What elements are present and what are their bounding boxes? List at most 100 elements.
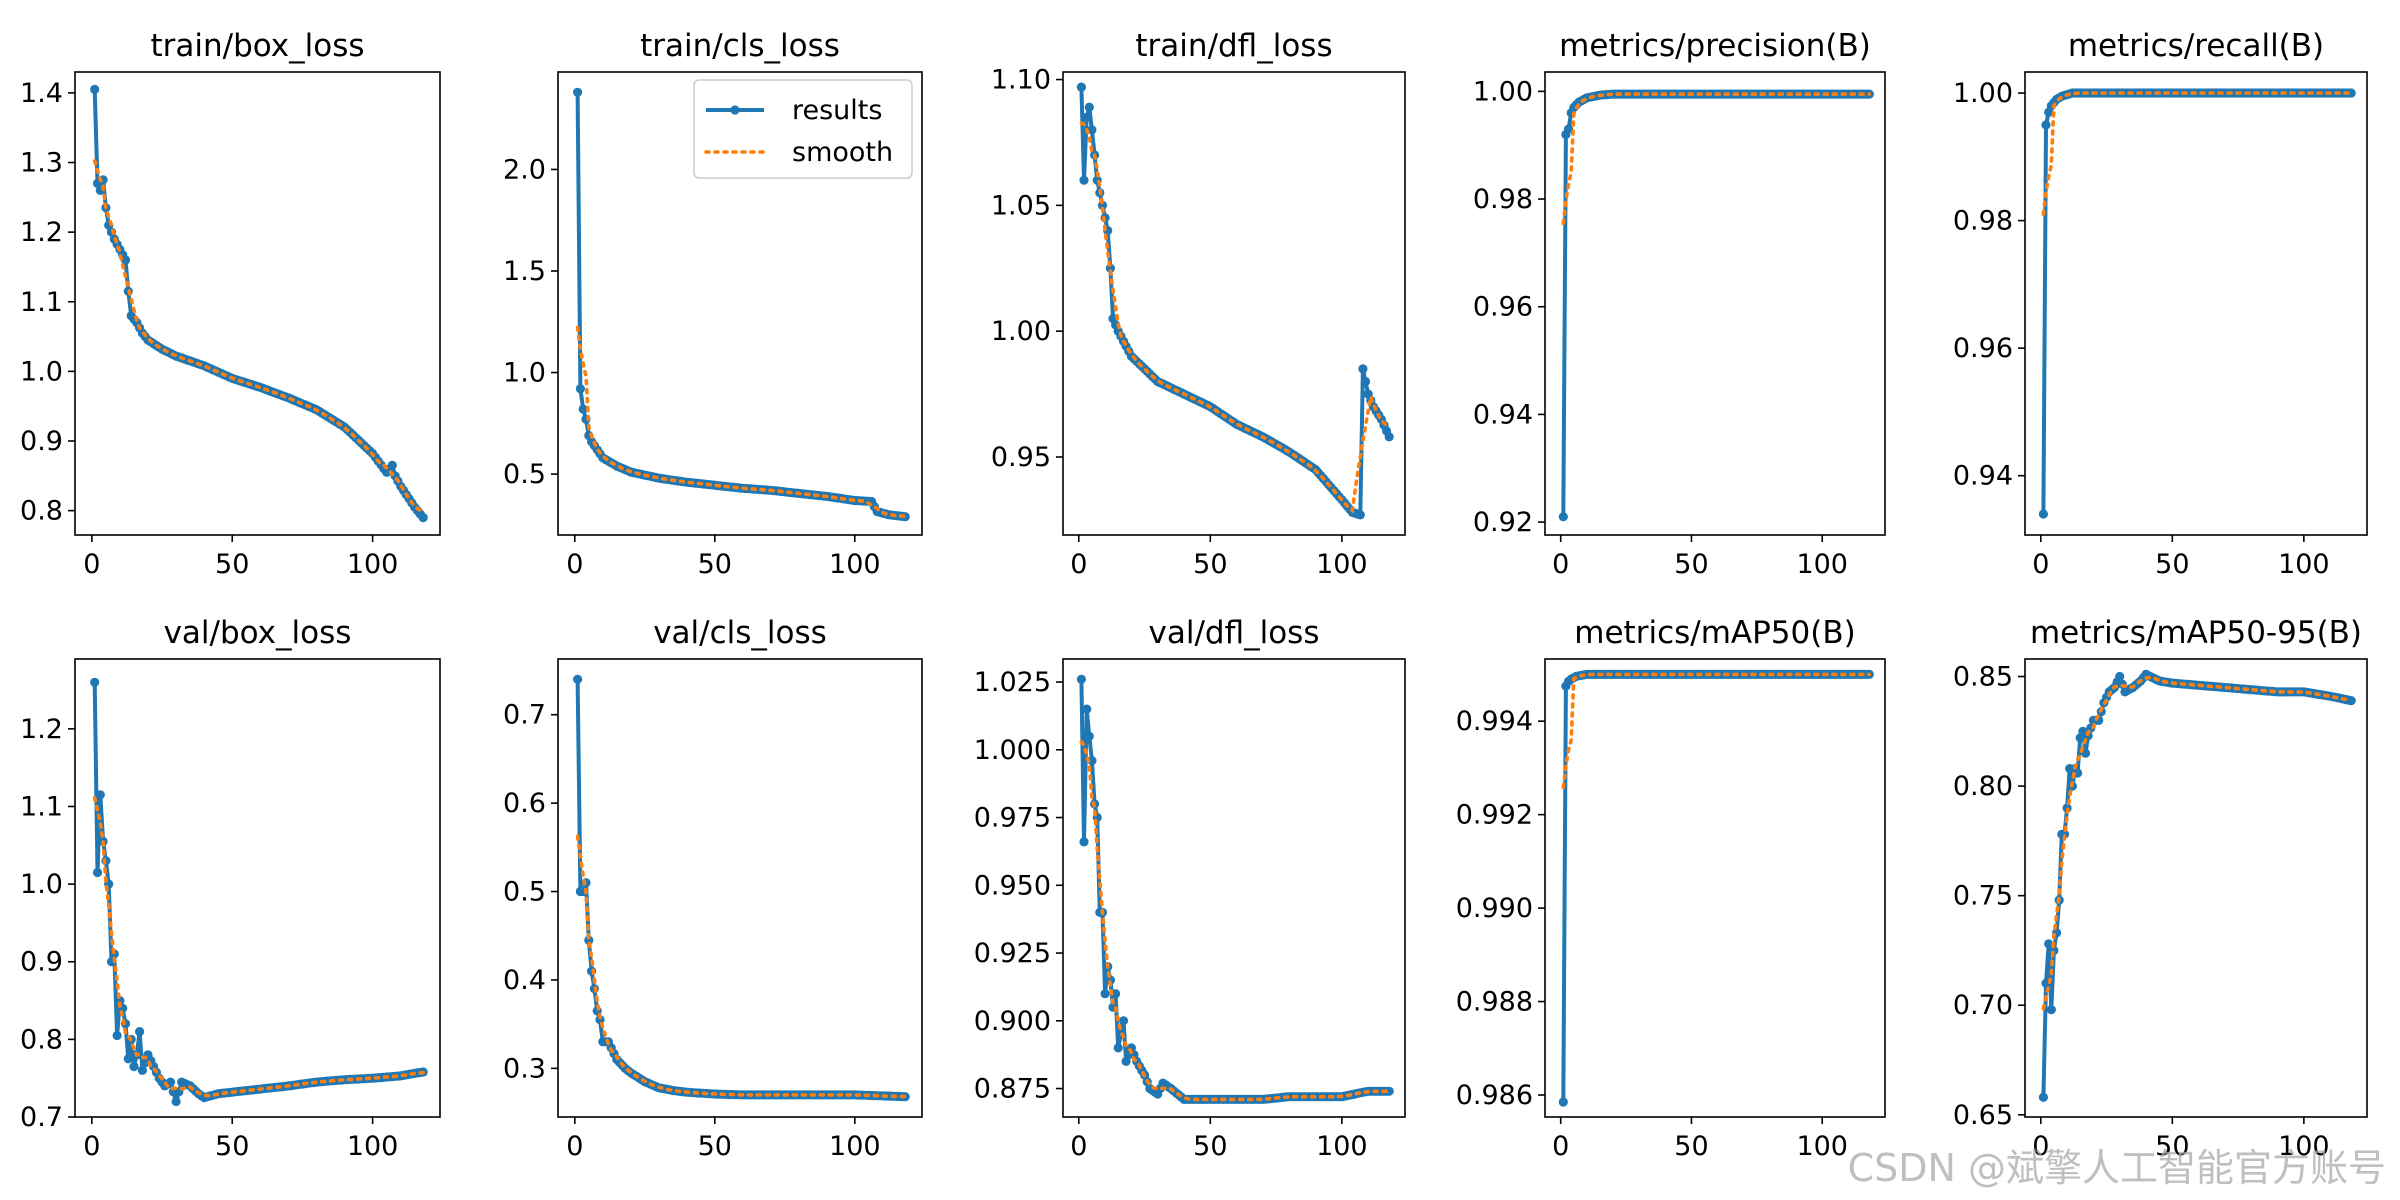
legend-smooth-label: smooth: [792, 137, 893, 168]
y-tick-label: 1.3: [20, 148, 63, 179]
results-point: [90, 84, 100, 94]
results-point: [1558, 512, 1568, 522]
y-tick-label: 0.875: [974, 1074, 1051, 1105]
results-point: [95, 790, 105, 800]
y-tick-label: 0.7: [20, 1102, 63, 1133]
x-tick-label: 100: [1796, 549, 1848, 580]
results-point: [137, 1065, 147, 1075]
y-tick-label: 0.95: [991, 442, 1051, 473]
y-tick-label: 0.98: [1473, 184, 1533, 215]
results-point: [1558, 1097, 1568, 1107]
y-tick-label: 0.7: [503, 700, 546, 731]
series-smooth-line: [92, 159, 425, 515]
y-tick-label: 0.986: [1456, 1080, 1533, 1111]
y-tick-label: 1.000: [974, 735, 1051, 766]
series-results-line: [1079, 679, 1390, 1102]
subplot-title: val/cls_loss: [653, 615, 827, 651]
results-point: [387, 460, 397, 470]
plot-area: [1558, 89, 1874, 522]
results-point: [1079, 837, 1089, 847]
results-point: [578, 404, 588, 414]
y-tick-label: 1.05: [991, 190, 1051, 221]
y-tick-label: 1.0: [503, 358, 546, 389]
x-tick-label: 100: [829, 1131, 881, 1162]
results-point: [123, 1054, 133, 1064]
series-smooth-line: [1079, 121, 1391, 514]
y-tick-label: 1.2: [20, 217, 63, 248]
x-tick-label: 100: [2278, 549, 2330, 580]
results-point: [1082, 704, 1092, 714]
x-tick-label: 50: [215, 1131, 249, 1162]
x-tick-label: 50: [2155, 1131, 2189, 1162]
subplot-title: metrics/mAP50-95(B): [2030, 615, 2362, 651]
y-tick-label: 0.4: [503, 965, 546, 996]
x-tick-label: 100: [1796, 1131, 1848, 1162]
x-tick-label: 0: [83, 549, 100, 580]
subplot-title: val/dfl_loss: [1149, 615, 1320, 651]
y-tick-label: 1.1: [20, 287, 63, 318]
results-point: [1087, 125, 1097, 135]
y-tick-label: 0.994: [1456, 706, 1533, 737]
series-smooth-line: [2041, 675, 2353, 1011]
series-results-line: [92, 682, 424, 1104]
plot-area: [1076, 82, 1394, 520]
y-tick-label: 1.5: [503, 256, 546, 287]
watermark: CSDN @斌擎人工智能官方账号: [1847, 1146, 2386, 1190]
series-results-line: [1561, 672, 1870, 1103]
y-tick-label: 0.992: [1456, 800, 1533, 831]
results-point: [1358, 364, 1368, 374]
results-point: [1087, 756, 1097, 766]
y-tick-label: 0.70: [1953, 990, 2013, 1021]
subplot-val-dfl-loss: val/dfl_loss 0 50 100 0.875 0.900 0.925 0.950 0.…: [974, 615, 1406, 1162]
axes-frame: [1544, 658, 1886, 1118]
results-point: [1079, 175, 1089, 185]
series-results-line: [1079, 87, 1392, 517]
x-tick-label: 0: [83, 1131, 100, 1162]
legend-box: [693, 79, 913, 179]
x-tick-label: 50: [1674, 549, 1708, 580]
axes-frame: [74, 658, 441, 1118]
results-point: [2115, 671, 2125, 682]
subplot-train-box-loss: train/box_loss 0 50 100 0.8 0.9 1.0 1.1 1.2 1.3 1.…: [20, 28, 441, 580]
series-smooth-line: [575, 834, 907, 1099]
results-point: [1384, 432, 1394, 442]
results-point: [1355, 510, 1365, 520]
y-tick-label: 0.9: [20, 947, 63, 978]
y-tick-label: 2.0: [503, 154, 546, 185]
axes-frame: [74, 71, 441, 536]
axes-frame: [1544, 71, 1886, 536]
results-point: [2044, 939, 2054, 949]
y-tick-label: 0.988: [1456, 987, 1533, 1018]
y-tick-label: 1.0: [20, 356, 63, 387]
x-tick-label: 50: [1674, 1131, 1708, 1162]
legend-results-marker: [730, 105, 740, 115]
plot-area: [90, 84, 428, 523]
y-tick-label: 1.00: [1953, 78, 2013, 109]
results-point: [1384, 1086, 1394, 1096]
subplot-metrics-map50-b-: metrics/mAP50(B) 0 50 100 0.986 0.988 0.990 0.9…: [1456, 615, 1886, 1162]
y-tick-label: 0.5: [503, 459, 546, 490]
subplot-title: train/box_loss: [150, 28, 364, 64]
series-smooth-line: [2041, 91, 2353, 216]
subplot-train-cls-loss: train/cls_loss 0 50 100 0.5 1.0 1.5 2.0 results s…: [503, 28, 923, 580]
plot-area: [573, 87, 910, 522]
results-point: [1082, 112, 1092, 122]
y-tick-label: 1.025: [974, 667, 1051, 698]
series-results-line: [2041, 91, 2352, 515]
plot-area: [2038, 88, 2356, 519]
y-tick-label: 0.990: [1456, 893, 1533, 924]
legend-results-label: results: [792, 95, 882, 126]
x-tick-label: 50: [698, 549, 732, 580]
y-tick-label: 1.4: [20, 78, 63, 109]
x-tick-label: 0: [2032, 549, 2049, 580]
results-point: [1100, 989, 1110, 999]
results-point: [135, 1027, 145, 1037]
x-tick-label: 50: [2155, 549, 2189, 580]
series-results-line: [1561, 92, 1870, 517]
x-tick-label: 0: [566, 1131, 583, 1162]
subplot-title: metrics/recall(B): [2068, 28, 2324, 64]
x-tick-label: 0: [1070, 1131, 1087, 1162]
y-tick-label: 1.1: [20, 791, 63, 822]
y-tick-label: 0.96: [1953, 333, 2013, 364]
y-tick-label: 1.10: [991, 65, 1051, 96]
